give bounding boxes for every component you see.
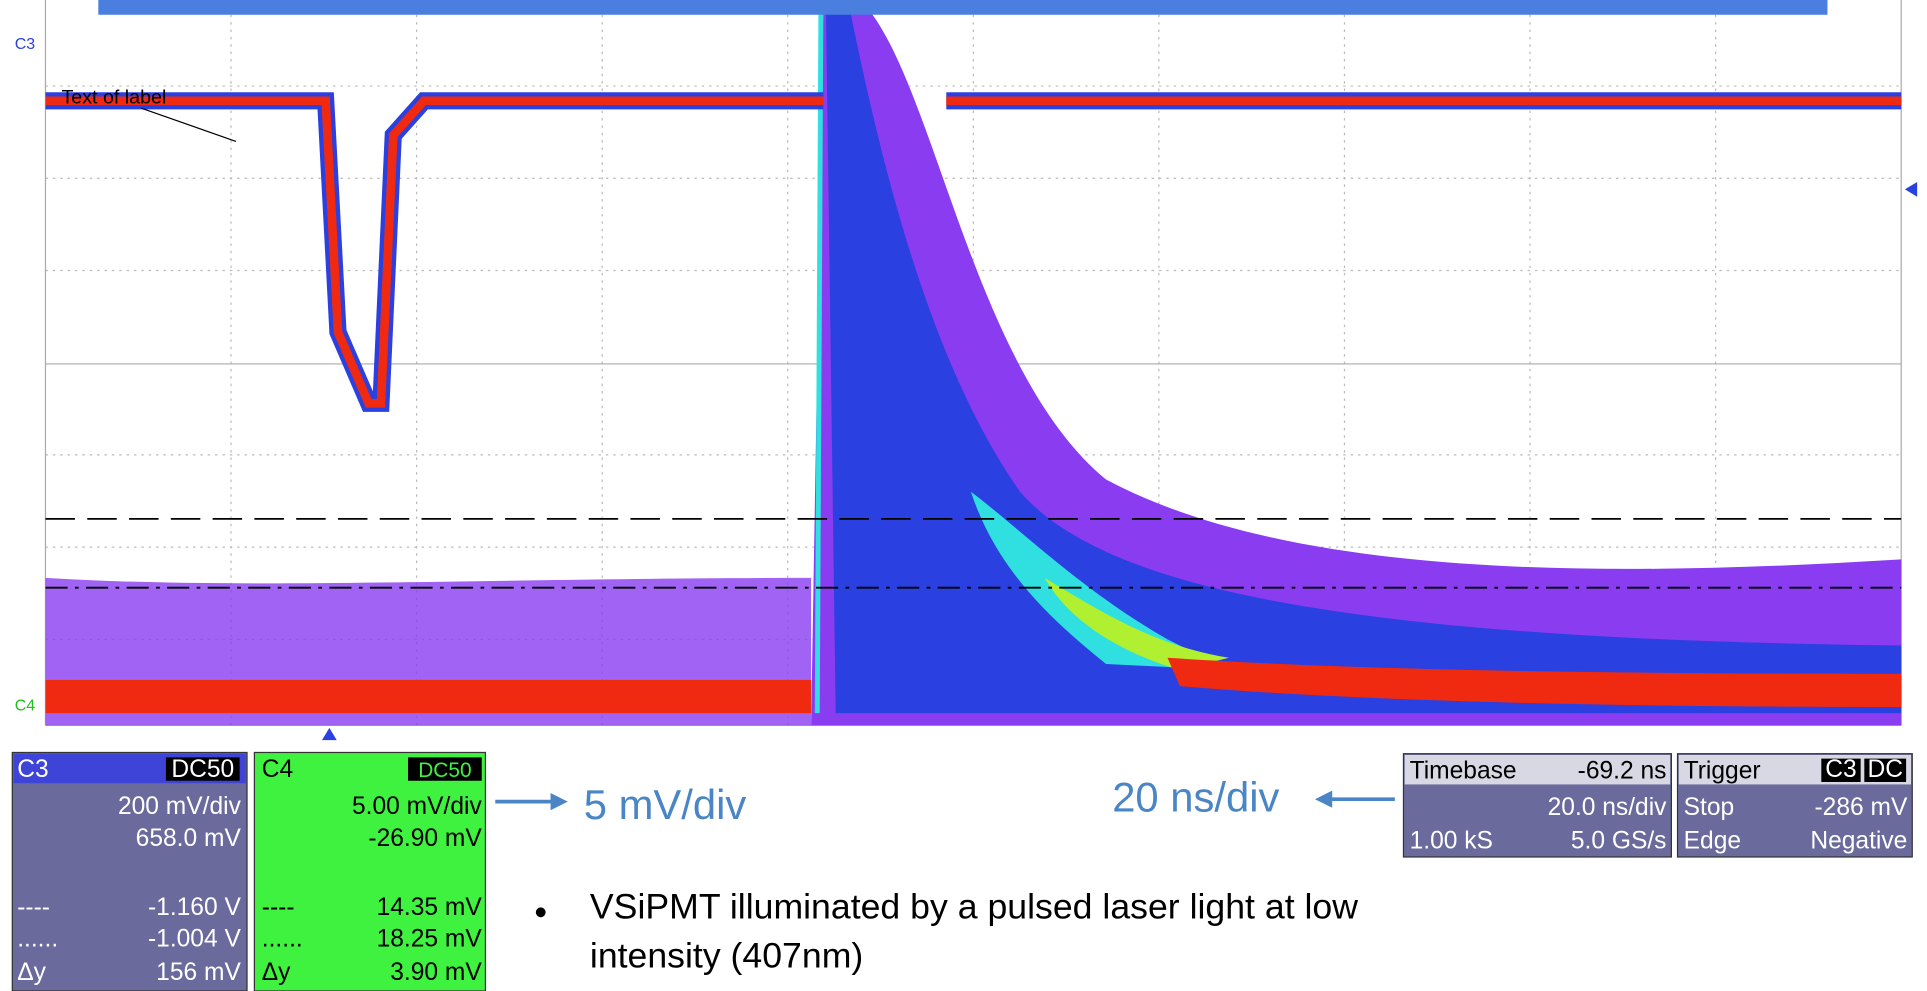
c4-cursor-style: Δy: [262, 959, 291, 986]
c4-name: C4: [262, 756, 293, 783]
trigger-title: Trigger: [1684, 757, 1761, 784]
c4-edge: [814, 0, 824, 714]
trigger-type: Edge: [1684, 827, 1741, 854]
c4-marker: C4: [15, 698, 36, 715]
trigger-slope: Negative: [1810, 827, 1907, 854]
level-marker: [1904, 181, 1918, 197]
c4-cursor-value: 14.35 mV: [377, 894, 483, 921]
c3-box: [11, 751, 248, 991]
bullet-dot: [535, 907, 546, 918]
vertical-scale-note: 5 mV/div: [584, 781, 747, 828]
bullet-container: VSiPMT illuminated by a pulsed laser lig…: [589, 887, 1358, 977]
c3-trace: [45, 96, 1902, 408]
c4-cursor-style: ......: [262, 926, 303, 953]
timebase-rate: 5.0 GS/s: [1571, 827, 1667, 854]
c3-cursor-value: -1.160 V: [148, 894, 241, 921]
c4-cursor-value: 18.25 mV: [377, 926, 483, 953]
c4-offset: -26.90 mV: [368, 825, 482, 852]
trigger-marker: [321, 727, 337, 741]
c3-coupling-bg: [165, 757, 240, 781]
c3-cursor-value: -1.004 V: [148, 926, 241, 953]
timebase-header: [1404, 754, 1671, 785]
title-bar: [98, 0, 1828, 15]
trigger-coupling-bg: [1864, 758, 1907, 782]
c3-scale: 200 mV/div: [118, 793, 242, 820]
c3-cursor-style: Δy: [17, 959, 46, 986]
timebase-title: Timebase: [1410, 757, 1517, 784]
c3-cursor-style: ......: [17, 926, 58, 953]
c3-coupling: DC50: [171, 756, 234, 783]
c3-name: C3: [17, 756, 48, 783]
c4-coupling: DC50: [418, 759, 471, 782]
trigger-source-bg: [1821, 758, 1861, 782]
c4-coupling-bg: [408, 757, 482, 781]
c3-offset: 658.0 mV: [136, 825, 242, 852]
persistence-red: [1167, 657, 1902, 707]
c3-cursor-value: 156 mV: [156, 959, 241, 986]
arrow-head: [1314, 790, 1333, 808]
timebase-samples: 1.00 kS: [1410, 827, 1493, 854]
c3-marker: C3: [15, 36, 36, 53]
c4-scale: 5.00 mV/div: [352, 793, 482, 820]
c4-baseline: [45, 679, 812, 714]
c4-cursor-value: 3.90 mV: [390, 959, 482, 986]
trigger-source: C3: [1825, 756, 1856, 783]
trace-label: Text of label: [61, 86, 166, 108]
persistence-cyan: [970, 491, 1229, 671]
timebase-scale: 20.0 ns/div: [1548, 794, 1668, 821]
trigger-mode: Stop: [1684, 794, 1735, 821]
persistence-dense: [825, 0, 1902, 714]
bullet-text: VSiPMT illuminated by a pulsed laser lig…: [589, 887, 1358, 977]
horizontal-scale-note: 20 ns/div: [1112, 773, 1279, 820]
trigger-coupling: DC: [1867, 756, 1902, 783]
persistence-green: [1044, 577, 1229, 671]
timebase-delay: -69.2 ns: [1578, 757, 1667, 784]
c4-box: [253, 751, 487, 991]
c4-cursor-style: ----: [262, 894, 295, 921]
label-leader: [141, 107, 237, 142]
arrow-head: [550, 793, 568, 811]
c3-cursor-style: ----: [17, 894, 50, 921]
trigger-level: -286 mV: [1814, 794, 1907, 821]
